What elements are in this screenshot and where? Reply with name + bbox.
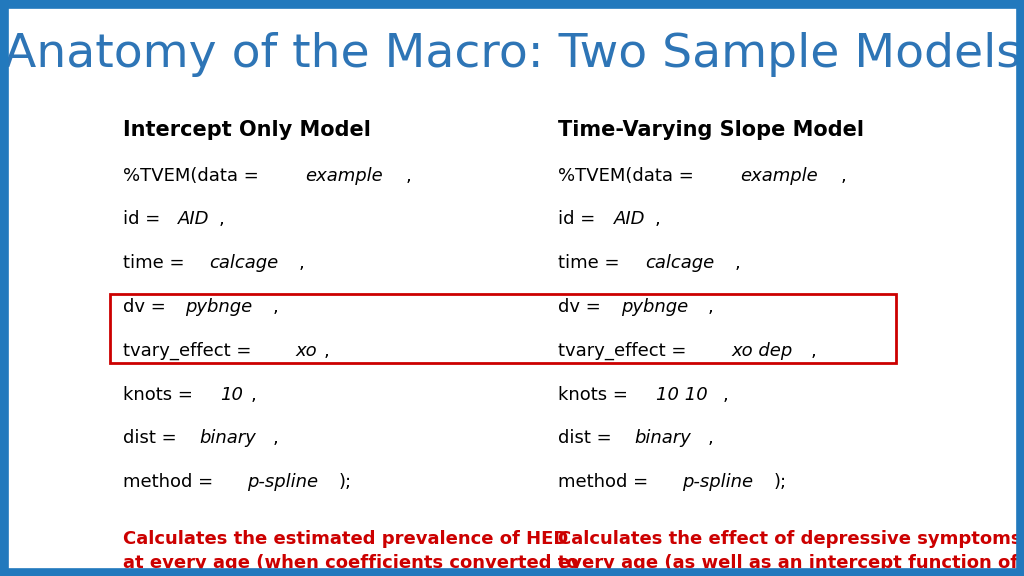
Text: example: example: [740, 166, 818, 185]
Text: );: );: [338, 473, 351, 491]
Text: Calculates the effect of depressive symptoms at
every age (as well as an interce: Calculates the effect of depressive symp…: [558, 530, 1024, 576]
Text: dv =: dv =: [558, 298, 606, 316]
Text: ,: ,: [708, 298, 713, 316]
Text: );: );: [773, 473, 786, 491]
Text: calcage: calcage: [210, 254, 279, 272]
Text: Anatomy of the Macro: Two Sample Models: Anatomy of the Macro: Two Sample Models: [3, 32, 1021, 77]
Bar: [110, 294, 896, 363]
Text: 10: 10: [220, 385, 244, 404]
Text: ,: ,: [272, 429, 279, 448]
Text: 10 10: 10 10: [655, 385, 708, 404]
Text: time =: time =: [558, 254, 626, 272]
Text: p-spline: p-spline: [247, 473, 317, 491]
Text: Time-Varying Slope Model: Time-Varying Slope Model: [558, 120, 864, 139]
Text: Intercept Only Model: Intercept Only Model: [123, 120, 371, 139]
Text: calcage: calcage: [645, 254, 714, 272]
Text: xo: xo: [296, 342, 317, 360]
Text: dist =: dist =: [558, 429, 617, 448]
Text: tvary_effect =: tvary_effect =: [123, 342, 257, 360]
Text: ,: ,: [406, 166, 412, 185]
Text: dv =: dv =: [123, 298, 171, 316]
Text: Calculates the estimated prevalence of HED
at every age (when coefficients conve: Calculates the estimated prevalence of H…: [123, 530, 579, 576]
Text: method =: method =: [558, 473, 654, 491]
Text: ,: ,: [723, 385, 728, 404]
Text: ,: ,: [272, 298, 278, 316]
Text: time =: time =: [123, 254, 190, 272]
Text: knots =: knots =: [558, 385, 634, 404]
Text: id =: id =: [123, 210, 166, 229]
Text: ,: ,: [250, 385, 256, 404]
Text: tvary_effect =: tvary_effect =: [558, 342, 692, 360]
Text: %TVEM(data =: %TVEM(data =: [123, 166, 264, 185]
Text: ,: ,: [654, 210, 659, 229]
Text: pybnge: pybnge: [185, 298, 253, 316]
Text: knots =: knots =: [123, 385, 199, 404]
Text: ,: ,: [299, 254, 305, 272]
Text: example: example: [305, 166, 383, 185]
Text: AID: AID: [178, 210, 210, 229]
Text: pybnge: pybnge: [621, 298, 688, 316]
Text: id =: id =: [558, 210, 601, 229]
Text: xo dep: xo dep: [731, 342, 793, 360]
Text: ,: ,: [734, 254, 740, 272]
Text: AID: AID: [613, 210, 645, 229]
Text: ,: ,: [324, 342, 330, 360]
Text: ,: ,: [841, 166, 847, 185]
Text: binary: binary: [200, 429, 256, 448]
Text: binary: binary: [635, 429, 691, 448]
Text: ,: ,: [708, 429, 714, 448]
Text: dist =: dist =: [123, 429, 182, 448]
Text: p-spline: p-spline: [682, 473, 753, 491]
Text: ,: ,: [810, 342, 816, 360]
Text: %TVEM(data =: %TVEM(data =: [558, 166, 699, 185]
Text: ,: ,: [219, 210, 224, 229]
Text: method =: method =: [123, 473, 219, 491]
